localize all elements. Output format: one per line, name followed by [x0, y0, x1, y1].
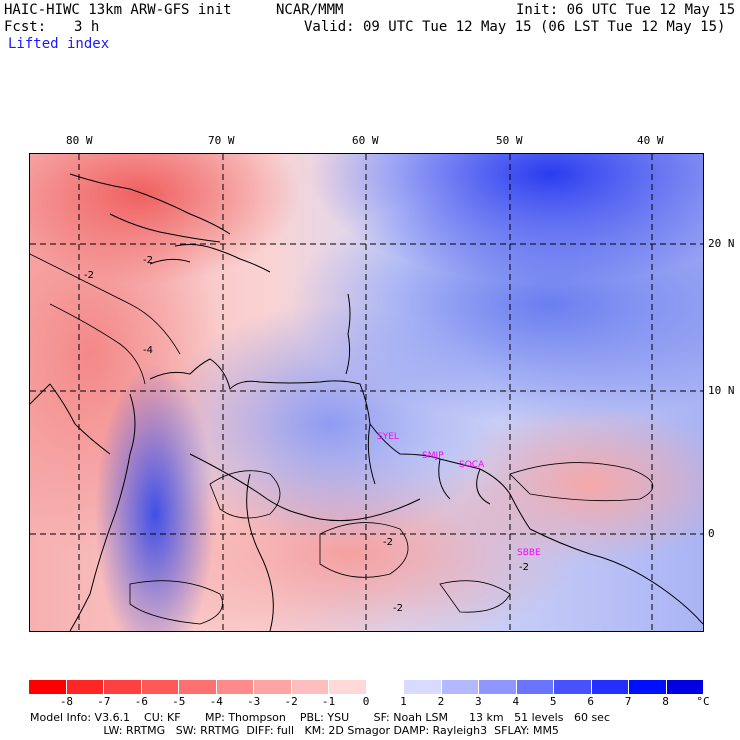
- colorbar-tick-label: 5: [549, 695, 557, 708]
- forecast-label: Fcst:: [4, 19, 47, 35]
- colorbar-tick-label: 6: [587, 695, 594, 708]
- colorbar-swatch: [666, 680, 703, 694]
- contour-label: -2: [393, 603, 403, 614]
- colorbar-tick-label: 1: [400, 695, 407, 708]
- colorbar-swatch: [216, 680, 254, 694]
- lon-label-80w: 80 W: [66, 134, 93, 147]
- colorbar-tick-label: 2: [437, 695, 445, 708]
- colorbar-tick-label: -8: [59, 695, 74, 708]
- colorbar-swatch: [554, 680, 592, 694]
- lat-lon-grid: [30, 154, 703, 631]
- colorbar-tick-label: 8: [662, 695, 669, 708]
- colorbar-tick-label: -7: [97, 695, 111, 708]
- colorbar-swatch: [29, 680, 67, 694]
- valid-time: Valid: 09 UTC Tue 12 May 15 (06 LST Tue …: [304, 19, 726, 35]
- organization: NCAR/MMM: [276, 2, 344, 18]
- colorbar-tick-label: -1: [321, 695, 336, 708]
- lifted-index-map: [29, 153, 704, 632]
- coastlines: [30, 173, 703, 631]
- colorbar-swatch: [254, 680, 292, 694]
- station-label-soca: SOCA: [459, 460, 485, 470]
- colorbar-swatch: [591, 680, 629, 694]
- field-name: Lifted index: [8, 36, 110, 52]
- colorbar-swatch: [404, 680, 442, 694]
- lon-label-70w: 70 W: [208, 134, 235, 147]
- colorbar-swatch: [516, 680, 554, 694]
- colorbar-swatch: [291, 680, 329, 694]
- colorbar-swatch: [366, 680, 404, 694]
- lat-label-20n: 20 N: [708, 237, 735, 250]
- init-time: Init: 06 UTC Tue 12 May 15: [516, 2, 736, 18]
- contours: [30, 253, 654, 625]
- model-title: HAIC-HIWC 13km ARW-GFS init: [4, 2, 232, 18]
- colorbar-tick-label: 3: [475, 695, 482, 708]
- colorbar-tick-label: -4: [209, 695, 223, 708]
- colorbar-unit: °C: [696, 695, 710, 708]
- model-info-line2: LW: RRTMG SW: RRTMG DIFF: full KM: 2D Sm…: [30, 724, 559, 737]
- colorbar-tick-label: -2: [284, 695, 298, 708]
- colorbar-swatch: [104, 680, 142, 694]
- lat-label-10n: 10 N: [708, 384, 735, 397]
- colorbar-swatch: [66, 680, 104, 694]
- colorbar-swatch: [629, 680, 667, 694]
- contour-label: -2: [84, 270, 94, 281]
- contour-label: -2: [143, 255, 153, 266]
- colorbar-swatch: [179, 680, 217, 694]
- colorbar-tick-label: -5: [172, 695, 186, 708]
- contour-label: -2: [519, 562, 529, 573]
- station-label-syel: SYEL: [377, 432, 399, 442]
- colorbar-tick-label: 7: [624, 695, 632, 708]
- lat-label-equator: 0: [708, 527, 715, 540]
- color-bar: [29, 680, 703, 694]
- colorbar-tick-label: 0: [362, 695, 370, 708]
- station-label-sbbe: SBBE: [517, 548, 541, 558]
- contour-label: -4: [143, 345, 153, 356]
- station-label-smjp: SMJP: [422, 451, 444, 461]
- colorbar-tick-label: -3: [247, 695, 261, 708]
- colorbar-tick-label: 4: [512, 695, 520, 708]
- colorbar-swatch: [479, 680, 517, 694]
- lon-label-60w: 60 W: [352, 134, 379, 147]
- lon-label-40w: 40 W: [637, 134, 664, 147]
- colorbar-swatch: [141, 680, 179, 694]
- model-info-line1: Model Info: V3.6.1 CU: KF MP: Thompson P…: [30, 711, 610, 724]
- colorbar-swatch: [441, 680, 479, 694]
- colorbar-swatch: [329, 680, 367, 694]
- contour-label: -2: [383, 537, 393, 548]
- lon-label-50w: 50 W: [496, 134, 523, 147]
- map-overlay: [30, 154, 703, 631]
- forecast-hour: 3 h: [74, 19, 100, 35]
- colorbar-tick-label: -6: [134, 695, 148, 708]
